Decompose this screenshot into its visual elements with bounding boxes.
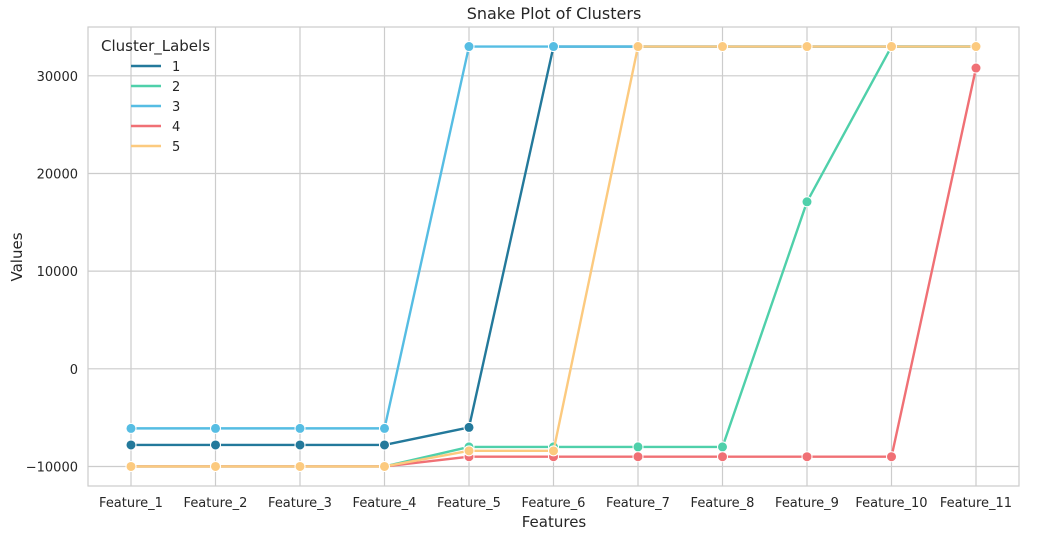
series-5 — [125, 41, 982, 472]
legend-label: 4 — [172, 120, 180, 135]
x-tick-label: Feature_9 — [775, 496, 839, 511]
y-tick-label: 0 — [70, 363, 78, 378]
y-tick-label: 10000 — [37, 265, 78, 280]
data-point — [379, 460, 390, 472]
data-point — [210, 422, 221, 434]
data-point — [717, 441, 728, 453]
series-lines — [125, 41, 982, 472]
chart-title: Snake Plot of Clusters — [467, 4, 642, 23]
data-point — [294, 460, 306, 472]
data-point — [294, 422, 306, 434]
y-tick-labels: −10000 0 10000 20000 30000 — [26, 70, 78, 476]
data-point — [801, 196, 813, 208]
data-point — [632, 451, 644, 463]
x-tick-label: Feature_8 — [691, 496, 755, 511]
data-point — [970, 62, 982, 74]
x-tick-label: Feature_4 — [353, 496, 417, 511]
data-point — [463, 421, 475, 433]
x-tick-label: Feature_6 — [522, 496, 586, 511]
data-point — [379, 439, 390, 451]
x-tick-label: Feature_2 — [184, 496, 248, 511]
data-point — [125, 460, 137, 472]
data-point — [886, 451, 897, 463]
x-axis-label: Features — [522, 513, 587, 531]
x-tick-label: Feature_10 — [855, 496, 927, 511]
y-tick-label: 30000 — [37, 70, 78, 85]
data-point — [801, 41, 813, 53]
data-point — [717, 41, 728, 53]
data-point — [886, 41, 897, 53]
x-tick-label: Feature_3 — [268, 496, 332, 511]
y-axis-label: Values — [8, 232, 26, 281]
data-point — [632, 41, 644, 53]
data-point — [210, 460, 221, 472]
plot-frame — [87, 26, 1020, 487]
legend: Cluster_Labels 1 2 3 4 5 — [101, 37, 210, 155]
legend-label: 2 — [172, 80, 180, 95]
data-point — [294, 439, 306, 451]
data-point — [463, 445, 475, 457]
data-point — [548, 41, 559, 53]
x-tick-label: Feature_1 — [99, 496, 163, 511]
legend-label: 1 — [172, 60, 180, 75]
x-tick-label: Feature_11 — [940, 496, 1012, 511]
data-point — [717, 451, 728, 463]
legend-label: 3 — [172, 100, 180, 115]
legend-title: Cluster_Labels — [101, 37, 210, 56]
y-tick-label: 20000 — [37, 167, 78, 182]
data-point — [210, 439, 221, 451]
legend-label: 5 — [172, 140, 180, 155]
data-point — [970, 41, 982, 53]
data-point — [632, 441, 644, 453]
x-tick-label: Feature_5 — [437, 496, 501, 511]
data-point — [548, 445, 559, 457]
x-tick-label: Feature_7 — [606, 496, 670, 511]
x-tick-labels: Feature_1 Feature_2 Feature_3 Feature_4 Feat… — [99, 496, 1012, 511]
data-point — [463, 41, 475, 53]
data-point — [379, 422, 390, 434]
data-point — [125, 439, 137, 451]
y-tick-label: −10000 — [26, 460, 78, 475]
data-point — [125, 422, 137, 434]
data-point — [801, 451, 813, 463]
